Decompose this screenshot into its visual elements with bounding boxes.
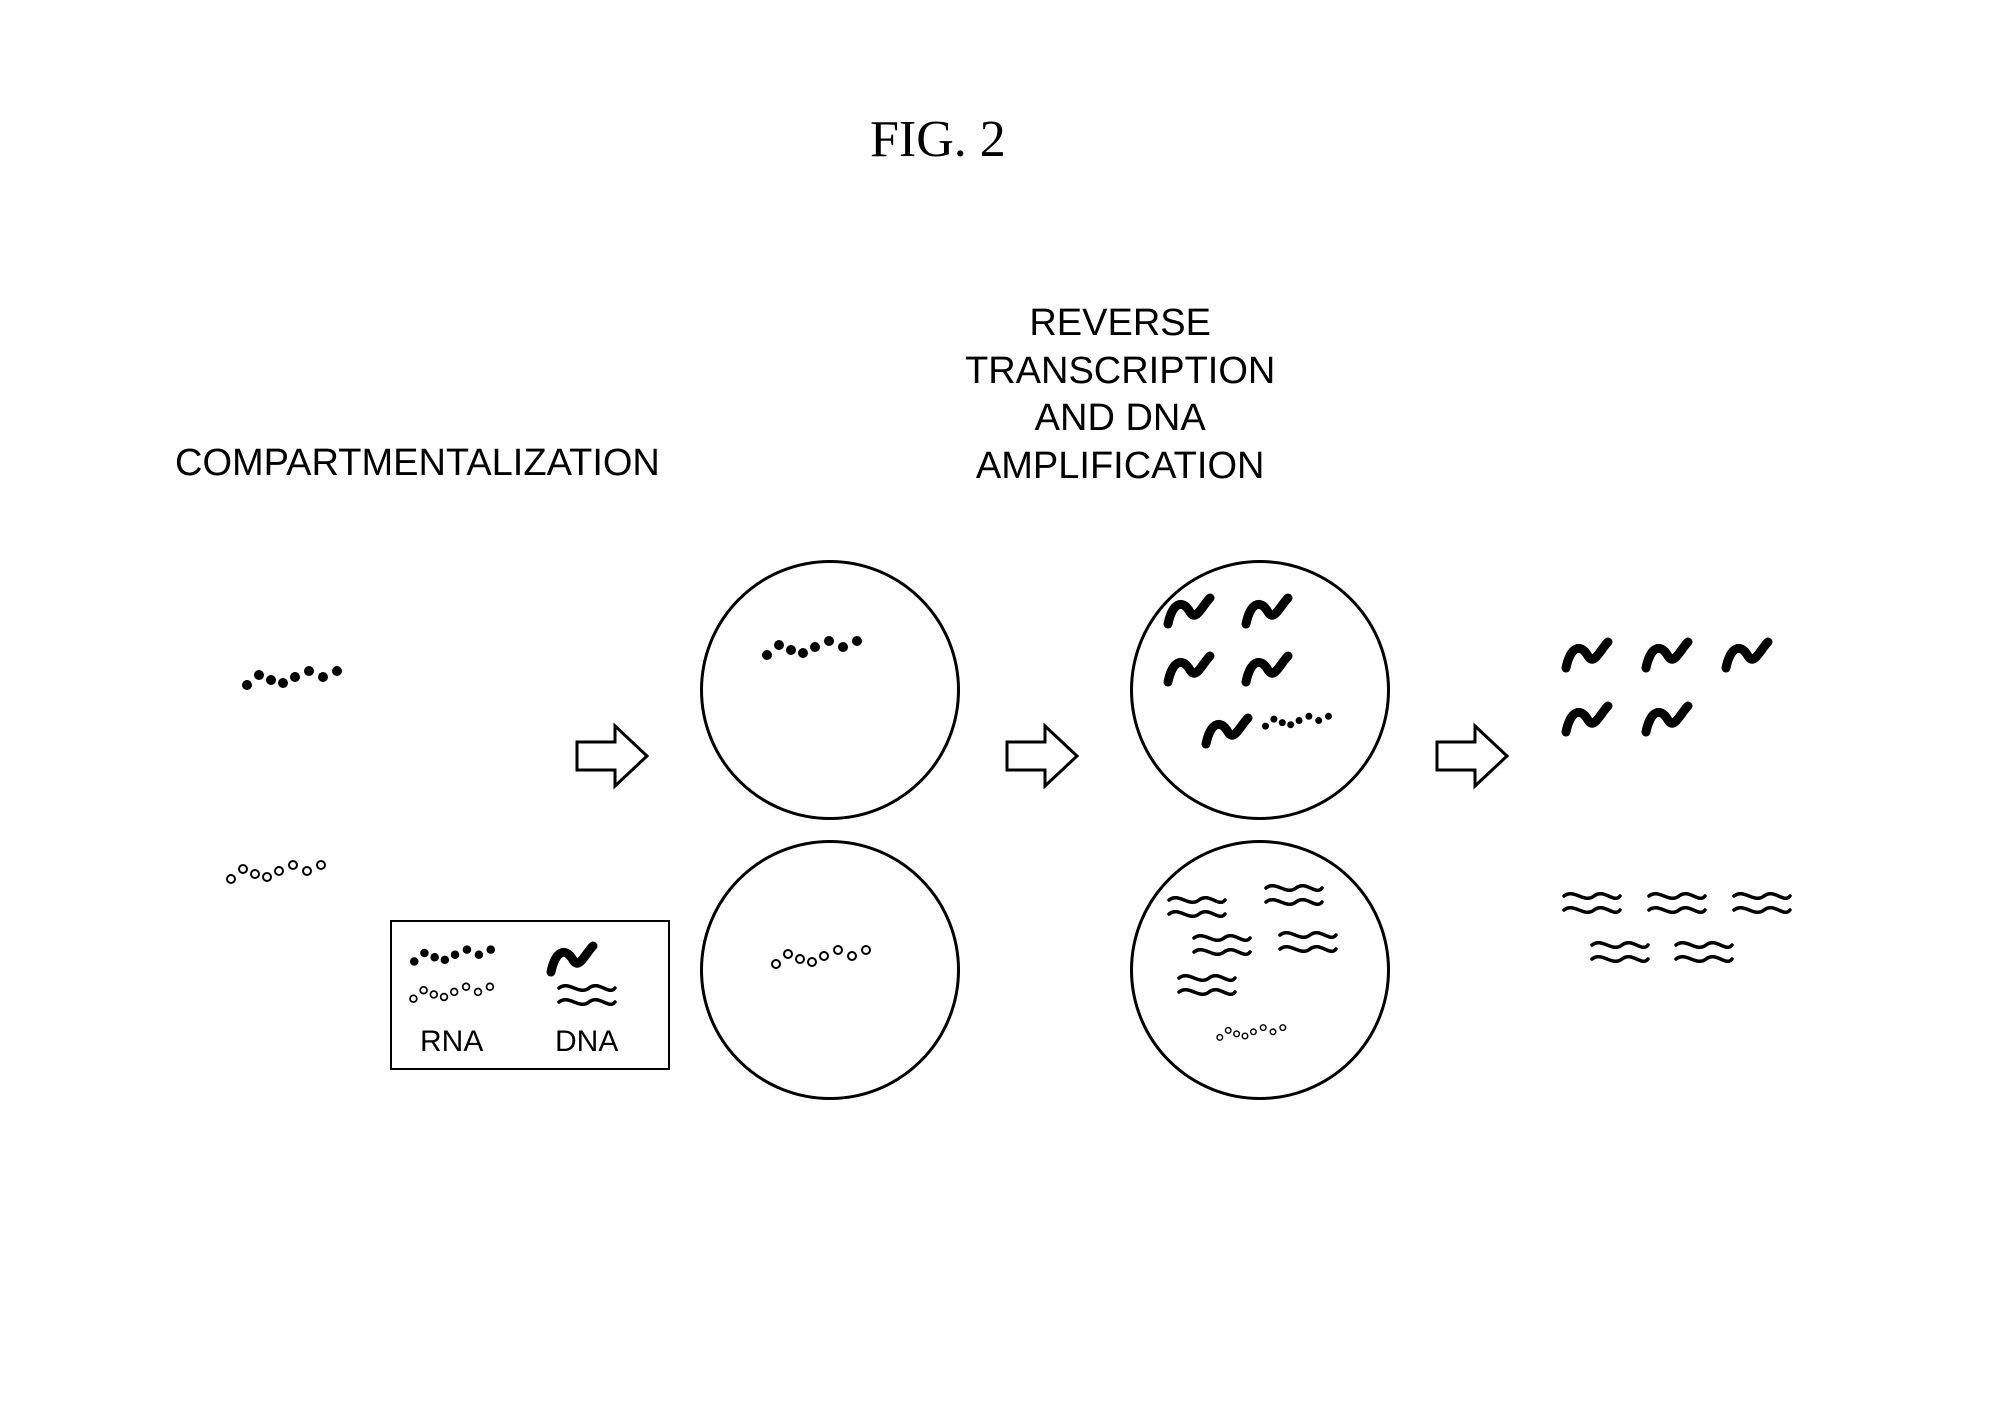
arrow-1-icon bbox=[575, 720, 650, 792]
legend-rna-open-icon bbox=[408, 978, 508, 1004]
dna-filled-wave-icon bbox=[1560, 698, 1618, 740]
dna-filled-wave-icon bbox=[1200, 710, 1258, 752]
legend-dna-filled-icon bbox=[545, 938, 603, 980]
dna-open-wave-icon bbox=[1588, 935, 1654, 969]
legend-dna-label: DNA bbox=[555, 1025, 618, 1059]
rna-filled-initial-icon bbox=[240, 660, 350, 690]
dna-open-wave-icon bbox=[1276, 925, 1342, 959]
dna-open-wave-icon bbox=[1645, 886, 1711, 920]
dna-open-wave-icon bbox=[1262, 878, 1328, 912]
legend-rna-label: RNA bbox=[420, 1025, 483, 1059]
rna-filled-c1-icon bbox=[760, 630, 870, 660]
dna-filled-wave-icon bbox=[1162, 648, 1220, 690]
figure-title: FIG. 2 bbox=[870, 110, 1006, 169]
legend-dna-open-icon bbox=[555, 978, 617, 1010]
arrow-2-icon bbox=[1005, 720, 1080, 792]
compartment-top-circle-1 bbox=[700, 560, 960, 820]
rna-open-initial-icon bbox=[225, 855, 335, 885]
dna-open-wave-icon bbox=[1175, 968, 1241, 1002]
arrow-3-icon bbox=[1435, 720, 1510, 792]
dna-filled-wave-icon bbox=[1560, 634, 1618, 676]
dna-filled-wave-icon bbox=[1640, 698, 1698, 740]
rna-open-c2-icon bbox=[1215, 1020, 1295, 1045]
legend-rna-filled-icon bbox=[408, 940, 508, 966]
rna-filled-c2-icon bbox=[1260, 708, 1340, 733]
dna-open-wave-icon bbox=[1190, 928, 1256, 962]
dna-open-wave-icon bbox=[1730, 886, 1796, 920]
label-compartmentalization: COMPARTMENTALIZATION bbox=[175, 440, 660, 488]
dna-open-wave-icon bbox=[1560, 886, 1626, 920]
dna-open-wave-icon bbox=[1672, 935, 1738, 969]
compartment-bottom-circle-1 bbox=[700, 840, 960, 1100]
label-reverse-transcription: REVERSE TRANSCRIPTION AND DNA AMPLIFICAT… bbox=[965, 300, 1275, 490]
dna-filled-wave-icon bbox=[1720, 634, 1778, 676]
dna-filled-wave-icon bbox=[1240, 590, 1298, 632]
dna-open-wave-icon bbox=[1165, 890, 1231, 924]
dna-filled-wave-icon bbox=[1640, 634, 1698, 676]
dna-filled-wave-icon bbox=[1162, 590, 1220, 632]
compartment-bottom-circle-2 bbox=[1130, 840, 1390, 1100]
dna-filled-wave-icon bbox=[1240, 648, 1298, 690]
rna-open-c1-icon bbox=[770, 940, 880, 970]
